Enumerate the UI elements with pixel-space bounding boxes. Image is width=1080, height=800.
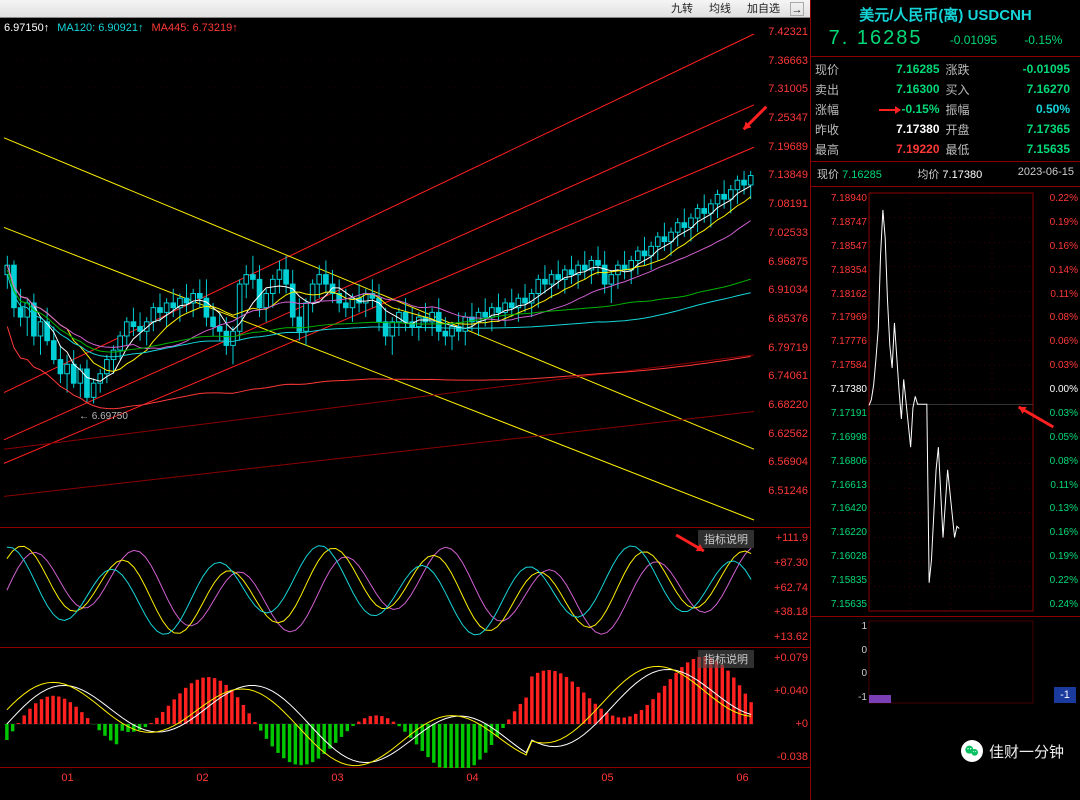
- mini-header: 现价 7.16285 均价 7.17380 2023-06-15: [811, 162, 1080, 187]
- red-arrow-mini: [1011, 392, 1061, 442]
- oscillator-panel[interactable]: 指标说明 +111.9+87.30+62.74+38.18+13.62: [0, 528, 810, 648]
- quote-grid: 现价7.16285涨跌-0.01095卖出7.16300买入7.16270涨幅-…: [811, 57, 1080, 162]
- top-toolbar: 九转 均线 加自选 →: [0, 0, 810, 18]
- quote-row: 现价7.16285涨跌-0.01095: [815, 59, 1076, 79]
- toolbar-btn-addfav[interactable]: 加自选: [741, 1, 786, 17]
- mini-vol-badge: -1: [1054, 687, 1076, 703]
- toolbar-btn-ma[interactable]: 均线: [703, 1, 737, 17]
- macd-panel[interactable]: 指标说明 +0.079+0.040+0-0.038: [0, 648, 810, 768]
- main-area: 九转 均线 加自选 → 6.97150↑MA120: 6.90921↑MA445…: [0, 0, 810, 800]
- quote-row: 卖出7.16300买入7.16270: [815, 79, 1076, 99]
- main-yaxis: 7.423217.366637.310057.253477.196897.138…: [756, 18, 808, 527]
- macd-svg: [0, 648, 810, 768]
- mini-intraday-chart[interactable]: 7.189407.187477.185477.183547.181627.179…: [811, 187, 1080, 617]
- red-arrow-main: [735, 98, 775, 138]
- main-chart-svg: [0, 18, 810, 528]
- wechat-icon: [961, 740, 983, 762]
- wechat-watermark: 佳财一分钟: [953, 736, 1072, 766]
- main-price-chart[interactable]: 6.97150↑MA120: 6.90921↑MA445: 6.73219↑ 7…: [0, 18, 810, 528]
- macd-yaxis: +0.079+0.040+0-0.038: [758, 648, 808, 767]
- x-axis: 010203040506: [0, 768, 810, 800]
- mini-volume-panel: 100-1 -1: [811, 617, 1080, 707]
- quote-row: 最高7.19220最低7.15635: [815, 139, 1076, 159]
- big-price-row: 7. 16285 -0.01095 -0.15%: [811, 27, 1080, 57]
- red-arrow-osc: [660, 523, 720, 563]
- mini-h-k1: 现价 7.16285: [817, 166, 882, 182]
- macd-tag-button[interactable]: 指标说明: [698, 650, 754, 668]
- mini-h-k2: 均价 7.17380: [917, 166, 982, 182]
- ma-legend: 6.97150↑MA120: 6.90921↑MA445: 6.73219↑: [4, 22, 238, 34]
- last-price: 7. 16285: [829, 27, 923, 50]
- side-panel: 美元/人民币(离) USDCNH 7. 16285 -0.01095 -0.15…: [810, 0, 1080, 800]
- low-annotation: ← 6.69750: [79, 411, 128, 422]
- mini-yaxis-left: 7.189407.187477.185477.183547.181627.179…: [813, 187, 867, 616]
- mini-h-date: 2023-06-15: [1018, 166, 1074, 182]
- change-abs: -0.01095: [950, 33, 997, 47]
- quote-row: 涨幅-0.15%振幅0.50%: [815, 99, 1076, 119]
- mini-vol-svg: [811, 617, 1080, 707]
- osc-yaxis: +111.9+87.30+62.74+38.18+13.62: [758, 528, 808, 647]
- wechat-text: 佳财一分钟: [989, 741, 1064, 762]
- toolbar-arrow-icon[interactable]: →: [790, 2, 804, 16]
- symbol-title: 美元/人民币(离) USDCNH: [811, 0, 1080, 27]
- quote-row: 昨收7.17380开盘7.17365: [815, 119, 1076, 139]
- change-pct: -0.15%: [1024, 33, 1062, 47]
- toolbar-btn-jiuzhuan[interactable]: 九转: [665, 1, 699, 17]
